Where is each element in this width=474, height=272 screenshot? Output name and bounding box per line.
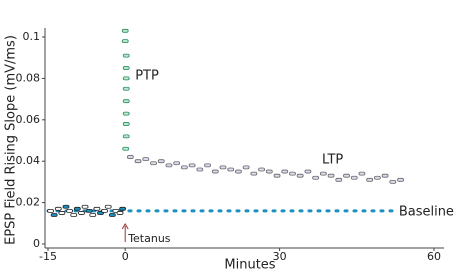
- x-tick-label: 60: [427, 250, 441, 263]
- point: [373, 175, 381, 180]
- point: [126, 155, 134, 159]
- point: [157, 159, 165, 164]
- point: [366, 177, 374, 182]
- point: [219, 165, 227, 170]
- point: [204, 163, 211, 168]
- point: [122, 53, 130, 58]
- point: [343, 173, 350, 178]
- point: [85, 208, 93, 213]
- point: [304, 169, 312, 174]
- point: [119, 206, 127, 211]
- point: [116, 211, 124, 215]
- point: [108, 213, 116, 217]
- point: [78, 211, 85, 215]
- y-tick-label: 0.1: [23, 30, 41, 43]
- point: [122, 146, 130, 151]
- point: [227, 167, 235, 172]
- point: [312, 175, 320, 180]
- point: [58, 211, 66, 215]
- point: [397, 177, 404, 182]
- point: [122, 66, 130, 70]
- x-tick-label: 0: [122, 250, 129, 263]
- y-tick-label: 0: [33, 237, 40, 250]
- y-axis-label: EPSP Field Rising Slope (mV/ms): [4, 35, 19, 245]
- point: [121, 28, 129, 33]
- point: [104, 204, 112, 209]
- point: [122, 111, 130, 116]
- point: [358, 171, 366, 176]
- point: [381, 173, 389, 178]
- point: [62, 204, 70, 209]
- y-tick-label: 0.08: [16, 71, 41, 84]
- x-tick-label: -15: [39, 250, 57, 263]
- series-label: PTP: [135, 69, 159, 84]
- point: [235, 169, 242, 174]
- point: [335, 177, 343, 182]
- point: [66, 208, 74, 213]
- point: [93, 206, 101, 211]
- point: [122, 99, 130, 104]
- point: [211, 169, 219, 174]
- y-tick-label: 0.06: [16, 113, 41, 126]
- point: [142, 157, 150, 162]
- point: [122, 86, 130, 91]
- y-tick-label: 0.02: [16, 196, 41, 209]
- point: [327, 173, 335, 178]
- point: [134, 159, 142, 164]
- point: [281, 169, 289, 174]
- point: [173, 161, 181, 166]
- point: [250, 171, 258, 176]
- y-tick-label: 0.04: [16, 154, 41, 167]
- point: [242, 165, 250, 170]
- point: [188, 163, 196, 168]
- point: [73, 206, 81, 211]
- point: [122, 134, 130, 139]
- point: [122, 76, 130, 81]
- point: [101, 208, 109, 213]
- point: [273, 173, 281, 178]
- point: [289, 171, 296, 176]
- point: [165, 163, 173, 168]
- point: [319, 171, 327, 176]
- point: [122, 122, 130, 126]
- point: [54, 206, 62, 211]
- point: [89, 213, 97, 217]
- point: [180, 165, 188, 170]
- point: [70, 213, 78, 217]
- series-label: Baseline: [399, 204, 454, 219]
- point: [258, 167, 265, 172]
- x-tick-label: 30: [273, 250, 287, 263]
- point: [296, 173, 304, 178]
- point: [389, 179, 397, 184]
- point: [50, 213, 58, 217]
- point: [150, 161, 157, 166]
- point: [196, 167, 204, 172]
- point: [265, 169, 273, 174]
- point: [81, 204, 89, 209]
- point: [47, 208, 54, 213]
- annotation: Tetanus: [127, 232, 171, 245]
- series-label: LTP: [322, 153, 343, 168]
- point: [121, 39, 129, 44]
- tetanus-arrowhead: [121, 223, 129, 230]
- x-axis-label: Minutes: [224, 258, 275, 272]
- point: [350, 175, 358, 180]
